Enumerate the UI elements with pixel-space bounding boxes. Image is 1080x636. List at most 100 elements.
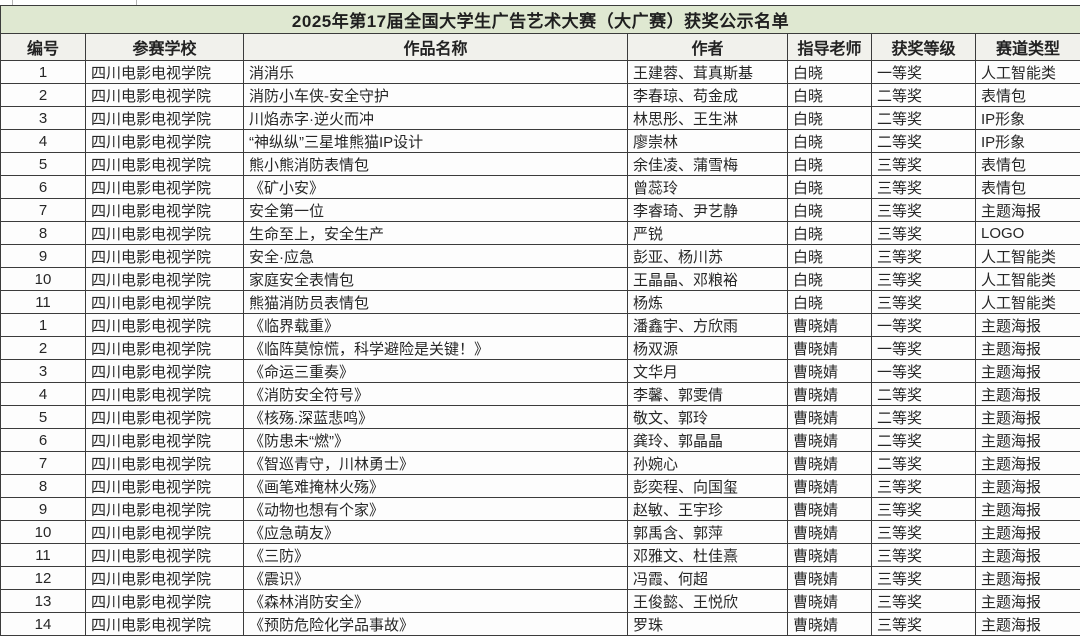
table-cell[interactable]: 四川电影电视学院: [86, 314, 244, 337]
table-cell[interactable]: 《核殇.深蓝悲鸣》: [244, 406, 628, 429]
table-cell[interactable]: 一等奖: [872, 314, 976, 337]
table-cell[interactable]: 四川电影电视学院: [86, 383, 244, 406]
table-cell[interactable]: 三等奖: [872, 199, 976, 222]
table-cell[interactable]: 主题海报: [976, 567, 1080, 590]
table-cell[interactable]: 四川电影电视学院: [86, 429, 244, 452]
table-cell[interactable]: 曹晓婧: [788, 383, 872, 406]
table-cell[interactable]: 王俊懿、王悦欣: [628, 590, 788, 613]
table-cell[interactable]: 白晓: [788, 291, 872, 314]
col-header-award-level[interactable]: 获奖等级: [872, 34, 976, 61]
table-cell[interactable]: 四川电影电视学院: [86, 291, 244, 314]
table-cell[interactable]: 四川电影电视学院: [86, 360, 244, 383]
table-cell[interactable]: 二等奖: [872, 84, 976, 107]
col-header-school[interactable]: 参赛学校: [86, 34, 244, 61]
table-cell[interactable]: 文华月: [628, 360, 788, 383]
table-cell[interactable]: 5: [1, 406, 86, 429]
table-cell[interactable]: 人工智能类: [976, 61, 1080, 84]
table-cell[interactable]: 潘鑫宇、方欣雨: [628, 314, 788, 337]
table-cell[interactable]: 二等奖: [872, 452, 976, 475]
table-cell[interactable]: 白晓: [788, 268, 872, 291]
table-cell[interactable]: 四川电影电视学院: [86, 222, 244, 245]
table-cell[interactable]: 主题海报: [976, 590, 1080, 613]
table-cell[interactable]: 9: [1, 498, 86, 521]
table-cell[interactable]: 3: [1, 360, 86, 383]
table-cell[interactable]: 曹晓婧: [788, 590, 872, 613]
table-cell[interactable]: 12: [1, 567, 86, 590]
table-cell[interactable]: 2: [1, 84, 86, 107]
table-cell[interactable]: 四川电影电视学院: [86, 268, 244, 291]
table-cell[interactable]: 11: [1, 291, 86, 314]
table-cell[interactable]: 主题海报: [976, 406, 1080, 429]
table-cell[interactable]: 4: [1, 383, 86, 406]
table-cell[interactable]: 四川电影电视学院: [86, 84, 244, 107]
table-cell[interactable]: 三等奖: [872, 475, 976, 498]
table-cell[interactable]: 四川电影电视学院: [86, 475, 244, 498]
table-cell[interactable]: 曹晓婧: [788, 314, 872, 337]
table-cell[interactable]: 2: [1, 337, 86, 360]
table-cell[interactable]: 曹晓婧: [788, 406, 872, 429]
table-cell[interactable]: 主题海报: [976, 452, 1080, 475]
table-cell[interactable]: 白晓: [788, 245, 872, 268]
table-cell[interactable]: 彭奕程、向国玺: [628, 475, 788, 498]
col-header-advisor[interactable]: 指导老师: [788, 34, 872, 61]
table-cell[interactable]: 3: [1, 107, 86, 130]
table-cell[interactable]: 曹晓婧: [788, 613, 872, 636]
table-cell[interactable]: 10: [1, 521, 86, 544]
table-cell[interactable]: 曾蕊玲: [628, 176, 788, 199]
table-cell[interactable]: 四川电影电视学院: [86, 61, 244, 84]
table-cell[interactable]: 《临阵莫惊慌，科学避险是关键！》: [244, 337, 628, 360]
table-cell[interactable]: 四川电影电视学院: [86, 406, 244, 429]
table-cell[interactable]: 川焰赤字·逆火而冲: [244, 107, 628, 130]
table-cell[interactable]: 《临界载重》: [244, 314, 628, 337]
table-cell[interactable]: 一等奖: [872, 61, 976, 84]
table-cell[interactable]: 三等奖: [872, 544, 976, 567]
table-cell[interactable]: 彭亚、杨川苏: [628, 245, 788, 268]
table-cell[interactable]: 四川电影电视学院: [86, 613, 244, 636]
col-header-work-title[interactable]: 作品名称: [244, 34, 628, 61]
table-cell[interactable]: 7: [1, 199, 86, 222]
table-cell[interactable]: 主题海报: [976, 544, 1080, 567]
table-cell[interactable]: 白晓: [788, 176, 872, 199]
table-cell[interactable]: 主题海报: [976, 498, 1080, 521]
table-cell[interactable]: 四川电影电视学院: [86, 199, 244, 222]
table-cell[interactable]: 8: [1, 222, 86, 245]
table-cell[interactable]: 表情包: [976, 176, 1080, 199]
table-cell[interactable]: 8: [1, 475, 86, 498]
table-cell[interactable]: 熊小熊消防表情包: [244, 153, 628, 176]
table-cell[interactable]: 杨双源: [628, 337, 788, 360]
table-cell[interactable]: 家庭安全表情包: [244, 268, 628, 291]
table-cell[interactable]: 《消防安全符号》: [244, 383, 628, 406]
table-title[interactable]: 2025年第17届全国大学生广告艺术大赛（大广赛）获奖公示名单: [1, 6, 1080, 34]
table-cell[interactable]: 曹晓婧: [788, 498, 872, 521]
table-cell[interactable]: 三等奖: [872, 245, 976, 268]
table-cell[interactable]: 李春琼、苟金成: [628, 84, 788, 107]
table-cell[interactable]: IP形象: [976, 130, 1080, 153]
table-cell[interactable]: 曹晓婧: [788, 337, 872, 360]
table-cell[interactable]: 曹晓婧: [788, 567, 872, 590]
table-cell[interactable]: 9: [1, 245, 86, 268]
table-cell[interactable]: 四川电影电视学院: [86, 544, 244, 567]
table-cell[interactable]: 二等奖: [872, 406, 976, 429]
table-cell[interactable]: 二等奖: [872, 383, 976, 406]
table-cell[interactable]: 白晓: [788, 61, 872, 84]
table-cell[interactable]: 主题海报: [976, 383, 1080, 406]
table-cell[interactable]: 《森林消防安全》: [244, 590, 628, 613]
table-cell[interactable]: 一等奖: [872, 337, 976, 360]
table-cell[interactable]: 熊猫消防员表情包: [244, 291, 628, 314]
table-cell[interactable]: 1: [1, 61, 86, 84]
table-cell[interactable]: 赵敏、王宇珍: [628, 498, 788, 521]
table-cell[interactable]: 消防小车侠-安全守护: [244, 84, 628, 107]
table-cell[interactable]: 13: [1, 590, 86, 613]
table-cell[interactable]: “神纵纵”三星堆熊猫IP设计: [244, 130, 628, 153]
table-cell[interactable]: 安全第一位: [244, 199, 628, 222]
table-cell[interactable]: 主题海报: [976, 360, 1080, 383]
table-cell[interactable]: 四川电影电视学院: [86, 107, 244, 130]
table-cell[interactable]: 白晓: [788, 130, 872, 153]
table-cell[interactable]: 主题海报: [976, 475, 1080, 498]
table-cell[interactable]: 冯霞、何超: [628, 567, 788, 590]
table-cell[interactable]: 白晓: [788, 199, 872, 222]
table-cell[interactable]: 四川电影电视学院: [86, 567, 244, 590]
col-header-track-type[interactable]: 赛道类型: [976, 34, 1080, 61]
table-cell[interactable]: 主题海报: [976, 429, 1080, 452]
table-cell[interactable]: 三等奖: [872, 567, 976, 590]
